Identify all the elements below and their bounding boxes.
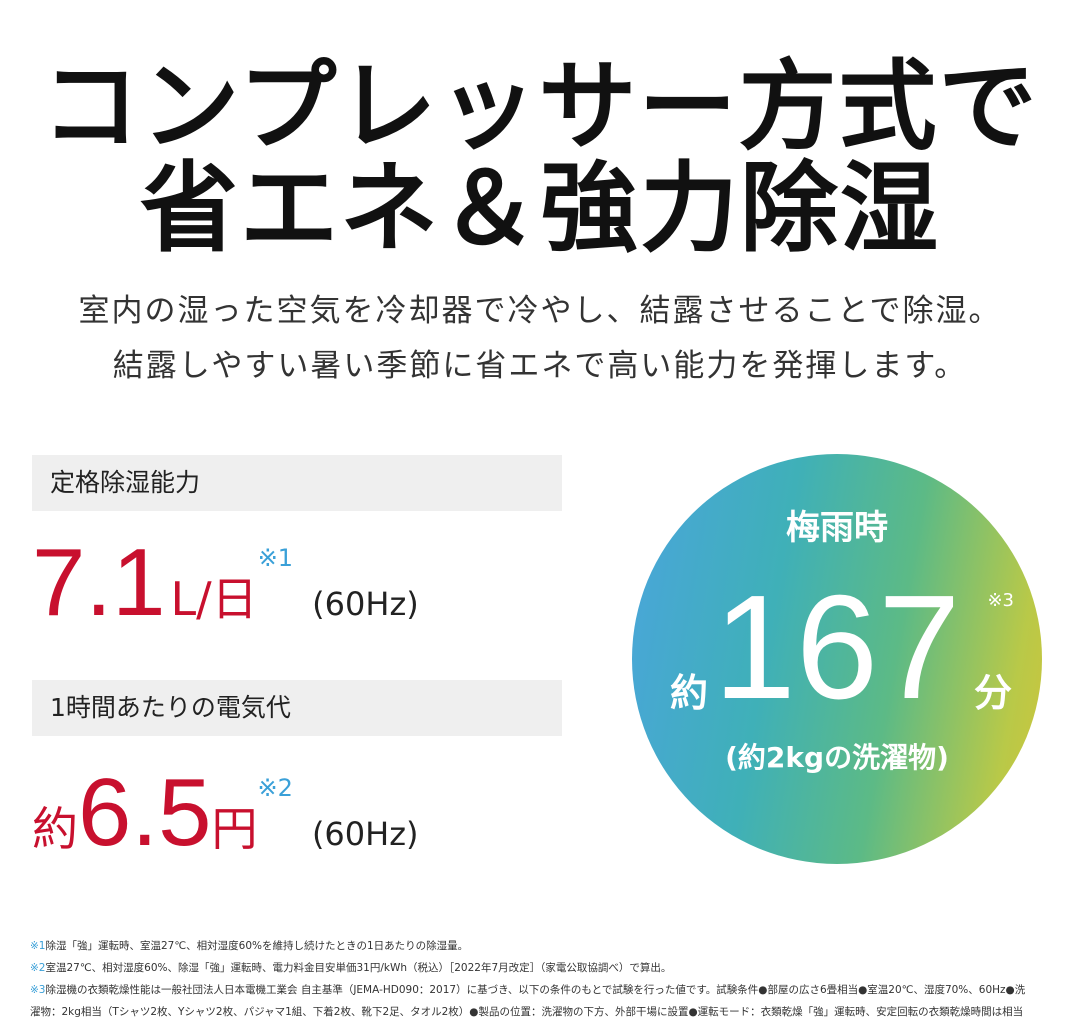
badge-note-mark: ※3 bbox=[987, 590, 1014, 611]
spec1-label: 定格除湿能力 bbox=[32, 455, 562, 511]
badge-title: 梅雨時 bbox=[786, 508, 888, 548]
footnote: ※1除湿「強」運転時、室温27℃、相対湿度60%を維持し続けたときの1日あたりの… bbox=[30, 935, 1025, 957]
spec1-freq: (60Hz) bbox=[312, 585, 419, 623]
footnote: ※3除湿機の衣類乾燥性能は一般社団法人日本電機工業会 自主基準（JEMA-HD0… bbox=[30, 979, 1025, 1001]
footnote: ※2室温27℃、相対湿度60%、除湿「強」運転時、電力料金目安単価31円/kWh… bbox=[30, 957, 1025, 979]
spec1-unit: L/日 bbox=[170, 572, 258, 626]
badge-suffix: 分 bbox=[973, 671, 1012, 715]
spec2-prefix: 約 bbox=[32, 802, 78, 856]
badge-caption: (約2kgの洗濯物) bbox=[725, 741, 949, 774]
spec2-value: 6.5 bbox=[78, 759, 212, 866]
spec2-note-mark: ※2 bbox=[257, 774, 293, 802]
drying-time-badge: 梅雨時 167 約 分 ※3 (約2kgの洗濯物) bbox=[632, 454, 1042, 864]
headline-line2: 省エネ＆強力除湿 bbox=[139, 152, 940, 266]
footnote-mark: ※3 bbox=[30, 984, 46, 996]
spec2-label: 1時間あたりの電気代 bbox=[32, 680, 562, 736]
spec1-value: 7.1 bbox=[32, 529, 166, 636]
spec2-unit: 円 bbox=[211, 802, 258, 856]
footnote-text: 除湿「強」運転時、室温27℃、相対湿度60%を維持し続けたときの1日あたりの除湿… bbox=[45, 940, 469, 952]
footnote-text: 濯物：2kg相当（Tシャツ2枚、Yシャツ2枚、パジャマ1組、下着2枚、靴下2足、… bbox=[30, 1006, 1024, 1018]
spec2-value-row: 約6.5円※2 (60Hz) bbox=[32, 758, 418, 868]
footnotes: ※1除湿「強」運転時、室温27℃、相対湿度60%を維持し続けたときの1日あたりの… bbox=[30, 935, 1025, 1023]
footnote-mark: ※2 bbox=[30, 962, 46, 974]
spec1-value-row: 7.1 L/日※1 (60Hz) bbox=[32, 528, 419, 638]
subtitle-line1: 室内の湿った空気を冷却器で冷やし、結露させることで除湿。 bbox=[78, 293, 1002, 329]
footnote: 濯物：2kg相当（Tシャツ2枚、Yシャツ2枚、パジャマ1組、下着2枚、靴下2足、… bbox=[30, 1001, 1025, 1023]
subtitle-line2: 結露しやすい暑い季節に省エネで高い能力を発揮します。 bbox=[112, 348, 968, 384]
spec2-freq: (60Hz) bbox=[311, 815, 419, 853]
badge-value: 167 bbox=[713, 565, 961, 730]
spec1-note-mark: ※1 bbox=[257, 544, 294, 572]
footnote-text: 除湿機の衣類乾燥性能は一般社団法人日本電機工業会 自主基準（JEMA-HD090… bbox=[45, 984, 1026, 996]
footnote-mark: ※1 bbox=[30, 940, 46, 952]
badge-prefix: 約 bbox=[670, 671, 709, 715]
headline-line1: コンプレッサー方式で bbox=[41, 50, 1039, 164]
footnote-text: 室温27℃、相対湿度60%、除湿「強」運転時、電力料金目安単価31円/kWh（税… bbox=[45, 962, 672, 974]
